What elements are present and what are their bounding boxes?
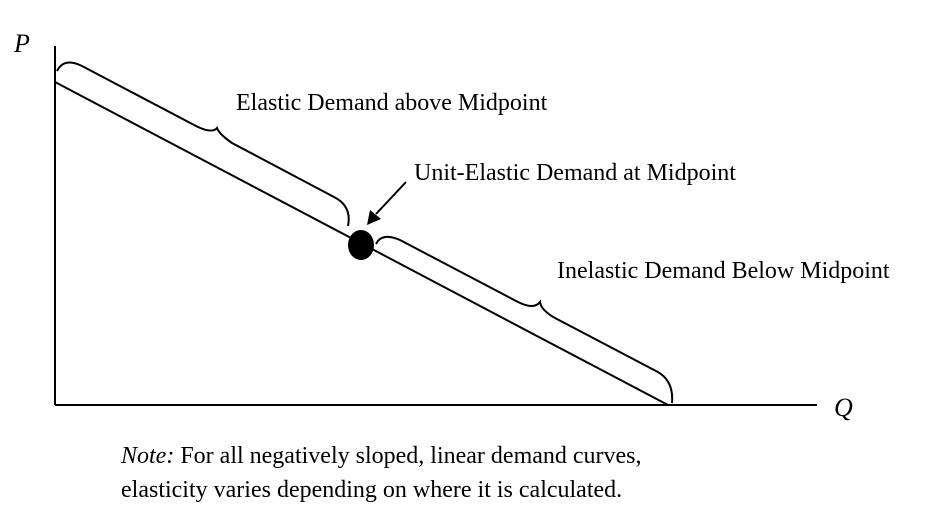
- unit-elastic-label: Unit-Elastic Demand at Midpoint: [414, 160, 736, 186]
- midpoint-arrow-shaft: [375, 181, 407, 215]
- midpoint-arrow-head: [367, 210, 381, 225]
- note-line-2: elasticity varies depending on where it …: [121, 477, 622, 503]
- note-prefix: Note:: [120, 443, 174, 469]
- quantity-axis-label: Q: [834, 393, 853, 422]
- elastic-segment-brace: [56, 61, 350, 227]
- inelastic-label: Inelastic Demand Below Midpoint: [557, 258, 890, 284]
- price-axis-label: P: [13, 29, 30, 58]
- note-line-1-text: For all negatively sloped, linear demand…: [174, 443, 641, 469]
- inelastic-segment-brace: [375, 235, 674, 404]
- note-line-1: Note: For all negatively sloped, linear …: [120, 443, 642, 469]
- elastic-label: Elastic Demand above Midpoint: [236, 90, 548, 116]
- midpoint-marker: [348, 230, 374, 260]
